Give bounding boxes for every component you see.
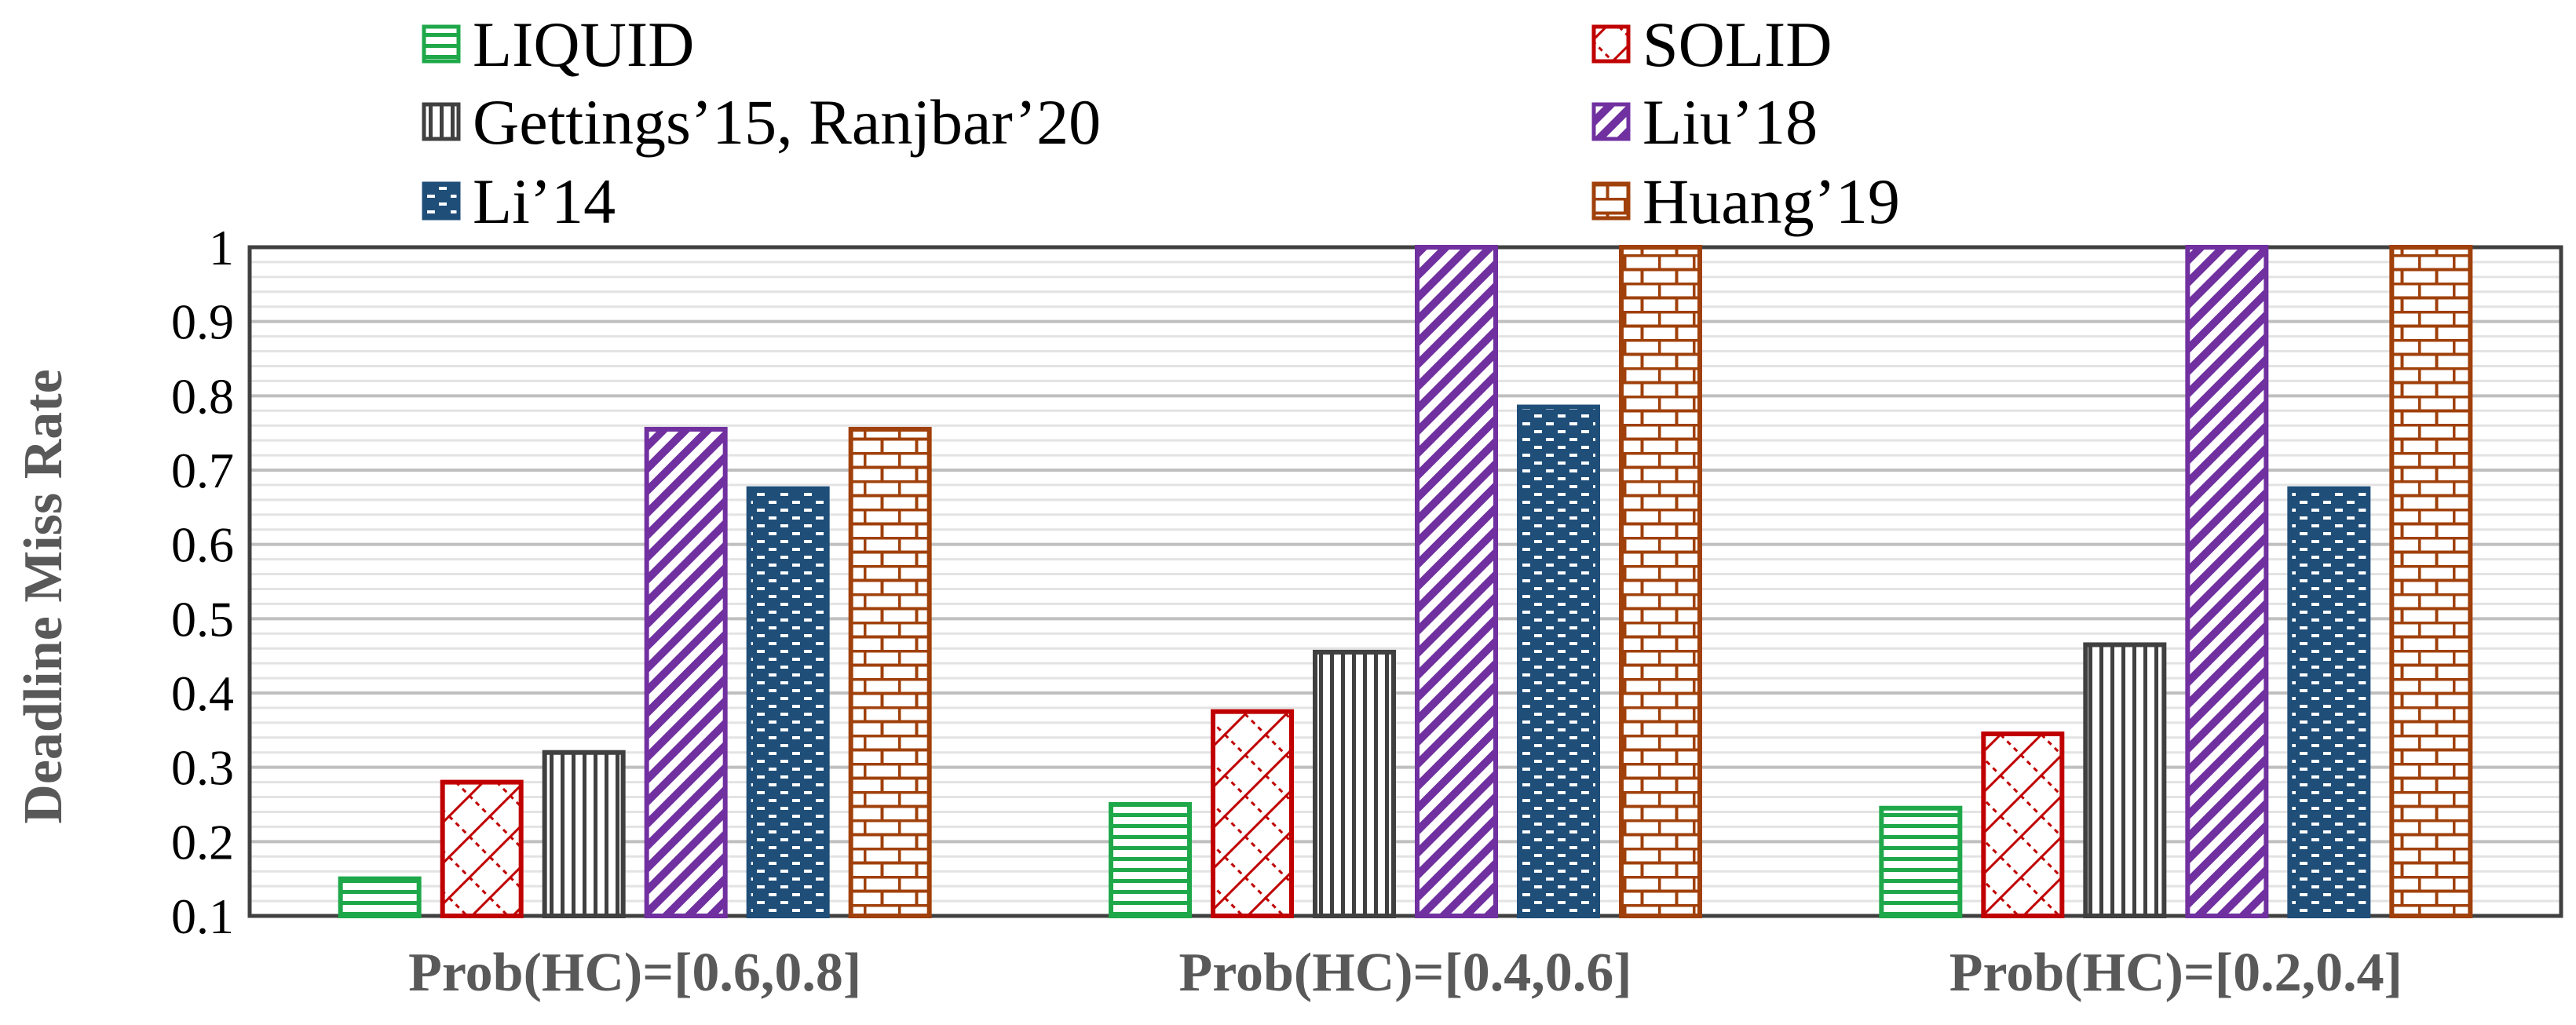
- bar: [644, 426, 728, 918]
- legend-entry-label: LIQUID: [473, 9, 694, 80]
- y-tick-label: 1: [209, 220, 234, 275]
- axes: 0.1 0.2 0.3 0.4 0.5 0.6 0.7 0.8 0.9 1: [171, 220, 2563, 944]
- y-tick-label: 0.9: [171, 294, 234, 350]
- y-tick-label: 0.5: [171, 591, 234, 647]
- legend-swatch: [1591, 24, 1631, 64]
- bar: [848, 426, 932, 918]
- bar: [2389, 245, 2473, 918]
- legend-entry-label: Li’14: [473, 166, 616, 237]
- legend-swatch: [422, 24, 461, 64]
- bar: [338, 876, 422, 918]
- y-tick-label: 0.8: [171, 368, 234, 424]
- legend-entry-label: Huang’19: [1642, 166, 1900, 237]
- x-category-label: Prob(HC)=[0.4,0.6]: [1178, 943, 1631, 1003]
- bar: [746, 486, 830, 918]
- bar: [1415, 245, 1498, 918]
- gridlines: [250, 246, 2561, 917]
- legend: LIQUID SOLID Gettings’15, Ranjbar’20 Liu’18…: [422, 9, 1900, 237]
- y-tick-label: 0.4: [171, 666, 234, 721]
- y-tick-label: 0.3: [171, 740, 234, 796]
- legend-swatch: [422, 181, 461, 221]
- y-tick-label: 0.6: [171, 517, 234, 573]
- y-tick-label: 0.2: [171, 814, 234, 870]
- bar: [1619, 245, 1702, 918]
- legend-entry-label: Liu’18: [1642, 86, 1818, 158]
- y-axis-label: Deadline Miss Rate: [13, 369, 74, 823]
- bar: [2083, 642, 2167, 918]
- legend-swatch: [422, 102, 461, 141]
- bars: Prob(HC)=[0.6,0.8] Prob(HC)=[0.4,0.6] Prob…: [338, 245, 2473, 1003]
- y-tick-label: 0.1: [171, 888, 234, 944]
- bar: [1211, 709, 1294, 919]
- legend-swatch: [1591, 102, 1631, 141]
- bar: [542, 750, 626, 918]
- x-category-label: Prob(HC)=[0.6,0.8]: [408, 943, 861, 1003]
- bar: [440, 779, 524, 918]
- y-tick-label: 0.7: [171, 443, 234, 498]
- bar: [1879, 805, 1963, 918]
- legend-entry-label: Gettings’15, Ranjbar’20: [473, 86, 1101, 158]
- bar: [1109, 802, 1192, 918]
- x-category-label: Prob(HC)=[0.2,0.4]: [1949, 943, 2402, 1003]
- plot-frame: [247, 245, 2563, 918]
- axis-labels: Deadline Miss Rate: [13, 369, 74, 823]
- bar: [2185, 245, 2269, 918]
- legend-swatch: [1591, 181, 1631, 221]
- bar: [1517, 404, 1600, 918]
- bar: [1981, 731, 2065, 918]
- bar: [2287, 486, 2371, 918]
- legend-entry-label: SOLID: [1642, 9, 1832, 80]
- bar: [1313, 649, 1396, 919]
